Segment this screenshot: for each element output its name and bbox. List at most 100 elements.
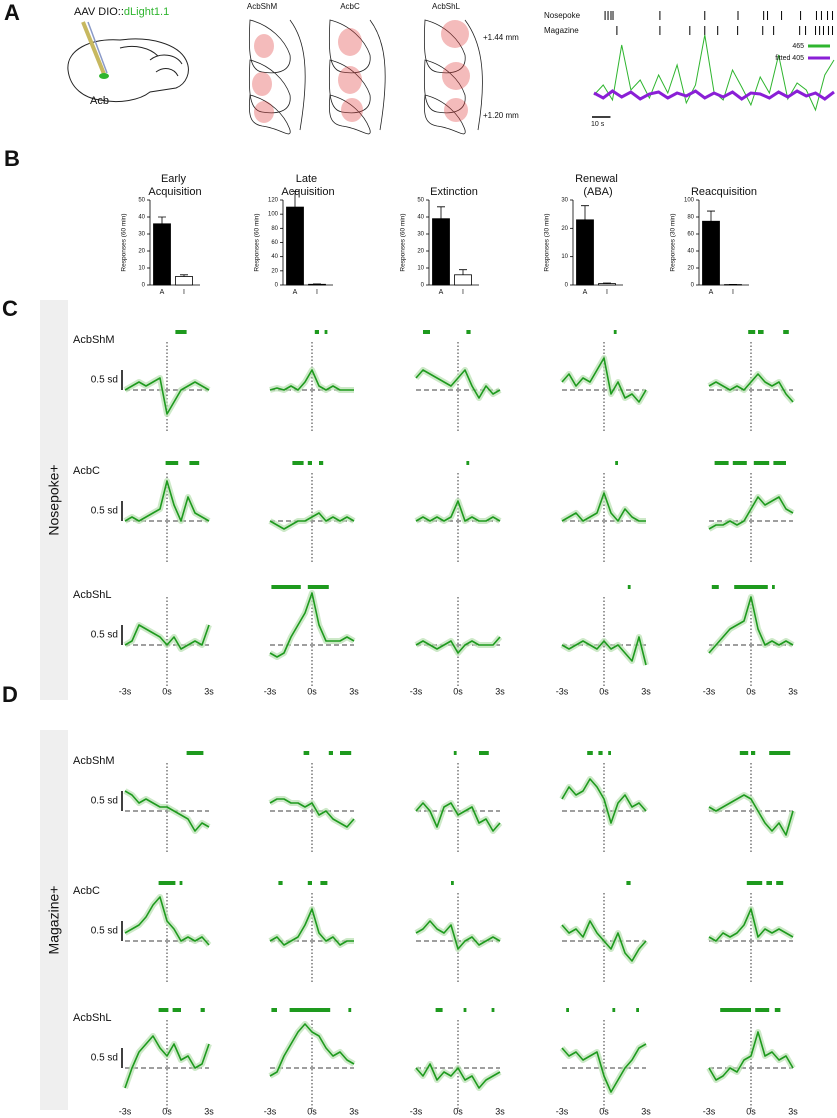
event-row-label: Nosepoke <box>544 11 581 20</box>
y-tick-label: 30 <box>417 232 424 238</box>
x-tick-label: I <box>316 289 318 296</box>
bar <box>598 283 616 286</box>
y-tick-label: 20 <box>687 266 694 272</box>
panel-letter: D <box>2 682 18 707</box>
scale-label: 0.5 sd <box>91 796 118 807</box>
trace <box>561 920 647 962</box>
y-tick-label: 0 <box>142 283 146 289</box>
x-tick-label: -3s <box>556 686 569 696</box>
section-label: AcbShL <box>432 2 461 11</box>
trace <box>124 790 210 832</box>
side-band <box>40 730 68 1110</box>
title-line: Acquisition <box>148 186 201 198</box>
x-tick-label: 3s <box>495 1106 505 1116</box>
trace <box>269 512 355 530</box>
x-tick-label: A <box>583 289 588 296</box>
x-tick-label: A <box>709 289 714 296</box>
x-tick-label: -3s <box>119 686 132 696</box>
y-tick-label: 40 <box>138 215 145 221</box>
time-scale-label: 10 s <box>591 121 605 128</box>
trace <box>708 373 794 403</box>
x-tick-label: A <box>160 289 165 296</box>
trace-sem <box>560 490 646 524</box>
y-tick-label: 10 <box>561 254 568 260</box>
y-tick-label: 60 <box>271 240 278 246</box>
x-tick-label: -3s <box>119 1106 132 1116</box>
trace <box>708 496 794 530</box>
x-tick-label: 3s <box>204 1106 214 1116</box>
title-line: Acquisition <box>281 186 334 198</box>
error-bar <box>707 210 715 222</box>
y-tick-label: 0 <box>691 283 695 289</box>
x-tick-label: 0s <box>307 686 317 696</box>
trace <box>415 920 501 950</box>
trace <box>708 1031 794 1081</box>
bar <box>432 218 450 286</box>
x-tick-label: I <box>606 289 608 296</box>
legend-label: fitted 405 <box>775 55 804 62</box>
x-tick-label: 0s <box>162 1106 172 1116</box>
x-tick-label: 3s <box>788 1106 798 1116</box>
error-bar <box>603 282 611 284</box>
trace <box>124 377 210 415</box>
trace <box>415 802 501 832</box>
trace <box>269 369 354 391</box>
bar-chart-title: Renewal (ABA) <box>575 173 621 198</box>
y-tick-label: 100 <box>268 212 279 218</box>
title-line: Late <box>296 173 320 185</box>
brain-sagittal <box>67 38 189 103</box>
trace <box>269 908 354 946</box>
error-bar <box>180 274 188 277</box>
row-label: AcbC <box>73 465 100 477</box>
row-label: AcbShL <box>73 589 112 601</box>
bar-chart-title: Late Acquisition <box>281 173 334 198</box>
x-tick-label: 0s <box>453 686 463 696</box>
x-tick-label: 0s <box>599 1106 609 1116</box>
trace <box>124 896 210 946</box>
side-label: Magazine+ <box>46 886 62 955</box>
y-tick-label: 80 <box>271 226 278 232</box>
x-tick-label: 3s <box>641 1106 651 1116</box>
scale-label: 0.5 sd <box>91 506 118 517</box>
x-tick-label: 0s <box>599 686 609 696</box>
trace <box>708 794 794 836</box>
error-bar <box>291 191 299 208</box>
trace <box>561 636 647 666</box>
trace-sem <box>414 498 502 524</box>
x-tick-label: -3s <box>410 1106 423 1116</box>
trace <box>415 1063 501 1089</box>
y-tick-label: 20 <box>138 249 145 255</box>
x-tick-label: 3s <box>349 686 359 696</box>
side-band <box>40 300 68 700</box>
y-tick-label: 120 <box>268 198 279 204</box>
y-axis-label: Responses (30 min) <box>544 213 551 271</box>
trace <box>561 357 647 403</box>
trace-sem <box>269 367 354 393</box>
x-tick-label: 0s <box>307 1106 317 1116</box>
x-tick-label: A <box>293 289 298 296</box>
x-tick-label: 3s <box>349 1106 359 1116</box>
y-tick-label: 20 <box>417 249 424 255</box>
section-label: AcbShM <box>247 2 278 11</box>
y-tick-label: 30 <box>561 198 568 204</box>
y-tick-label: 30 <box>138 232 145 238</box>
y-tick-label: 80 <box>687 215 694 221</box>
y-tick-label: 50 <box>138 198 145 204</box>
region-label: Acb <box>90 95 109 107</box>
bar <box>308 283 326 286</box>
photometry-trace <box>593 89 835 101</box>
x-tick-label: 3s <box>788 686 798 696</box>
scale-label: 0.5 sd <box>91 630 118 641</box>
section-label: AcbC <box>340 2 360 11</box>
bar <box>175 276 193 286</box>
y-tick-label: 0 <box>421 283 425 289</box>
title-line: Reacquisition <box>691 186 757 198</box>
y-tick-label: 40 <box>271 254 278 260</box>
panel-letter: C <box>2 296 18 321</box>
vector-name: AAV DIO:: <box>74 6 124 18</box>
scale-label: 0.5 sd <box>91 1053 118 1064</box>
panel-letter: A <box>4 0 20 25</box>
x-tick-label: I <box>732 289 734 296</box>
x-tick-label: 3s <box>204 686 214 696</box>
